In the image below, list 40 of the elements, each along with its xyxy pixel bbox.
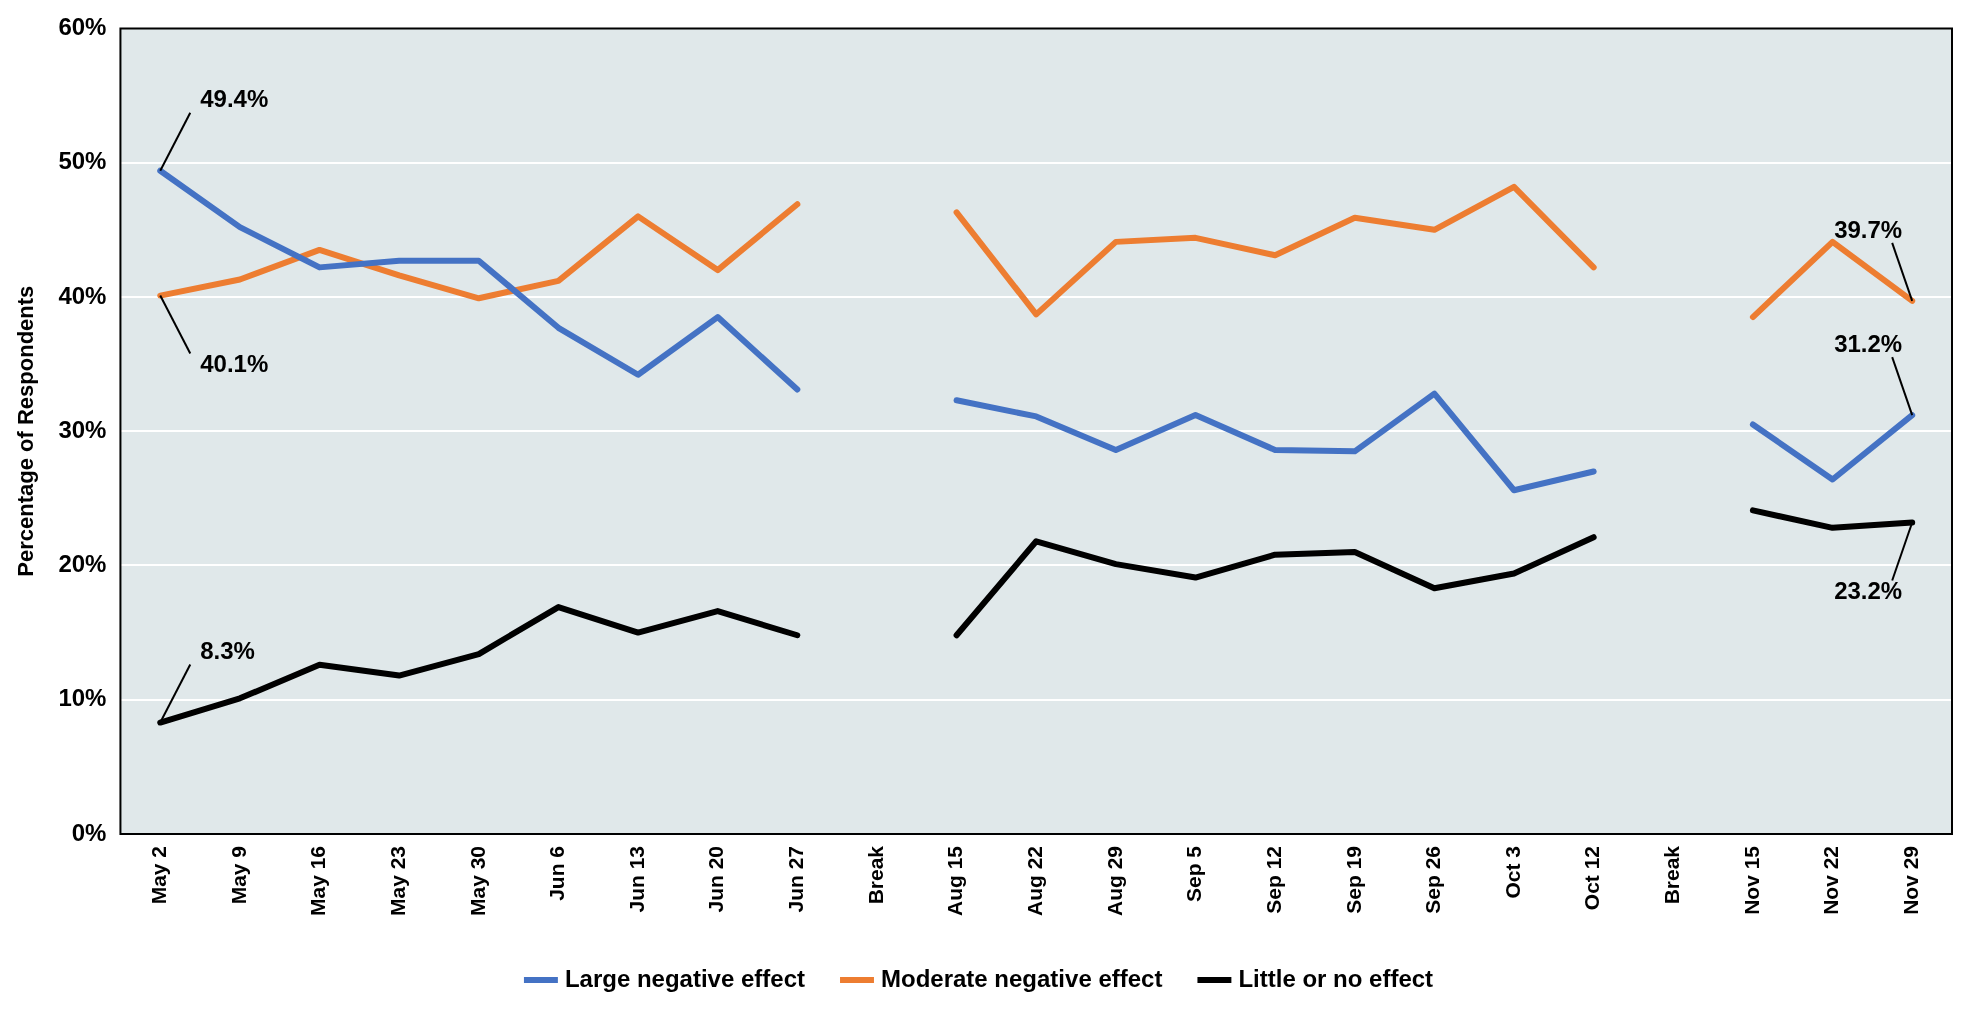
x-tick-label: Break: [1660, 845, 1684, 905]
x-tick-label: Jun 13: [624, 845, 648, 913]
x-tick-label: Oct 12: [1580, 845, 1604, 911]
x-tick-label: Aug 15: [943, 845, 967, 916]
data-label: 39.7%: [1834, 215, 1903, 243]
x-tick-label: Aug 22: [1023, 845, 1047, 916]
x-tick-label: May 16: [306, 845, 330, 916]
legend-label: Little or no effect: [1238, 964, 1434, 992]
x-tick-label: Nov 29: [1898, 845, 1922, 915]
x-tick-label: Aug 29: [1102, 845, 1126, 916]
x-tick-label: Jun 27: [784, 845, 808, 913]
legend-label: Large negative effect: [564, 964, 806, 992]
x-tick-label: Break: [863, 845, 887, 905]
data-label: 31.2%: [1834, 329, 1903, 357]
y-tick-label: 0%: [71, 818, 107, 846]
x-tick-label: May 30: [465, 845, 489, 916]
x-tick-label: May 23: [385, 845, 409, 916]
x-tick-label: Jun 20: [704, 845, 728, 913]
y-tick-label: 30%: [58, 415, 107, 443]
x-tick-label: Sep 19: [1341, 845, 1365, 914]
y-tick-label: 40%: [58, 281, 107, 309]
y-tick-label: 20%: [58, 550, 107, 578]
data-label: 8.3%: [200, 637, 255, 665]
x-tick-label: Oct 3: [1500, 845, 1524, 899]
x-tick-label: Sep 5: [1182, 845, 1206, 902]
data-label: 49.4%: [200, 85, 269, 113]
legend-label: Moderate negative effect: [881, 964, 1163, 992]
y-axis-title: Percentage of Respondents: [13, 285, 39, 577]
x-tick-label: Jun 6: [545, 845, 569, 901]
x-tick-label: May 2: [147, 845, 171, 905]
x-tick-label: Sep 12: [1261, 845, 1285, 914]
y-tick-label: 60%: [58, 13, 107, 41]
x-tick-label: Sep 26: [1421, 845, 1445, 914]
y-tick-label: 50%: [58, 147, 107, 175]
data-label: 40.1%: [200, 350, 269, 378]
y-tick-label: 10%: [58, 684, 107, 712]
x-tick-label: Nov 22: [1819, 845, 1843, 915]
x-tick-label: May 9: [226, 845, 250, 905]
x-tick-label: Nov 15: [1739, 845, 1763, 915]
data-label: 23.2%: [1834, 577, 1903, 605]
